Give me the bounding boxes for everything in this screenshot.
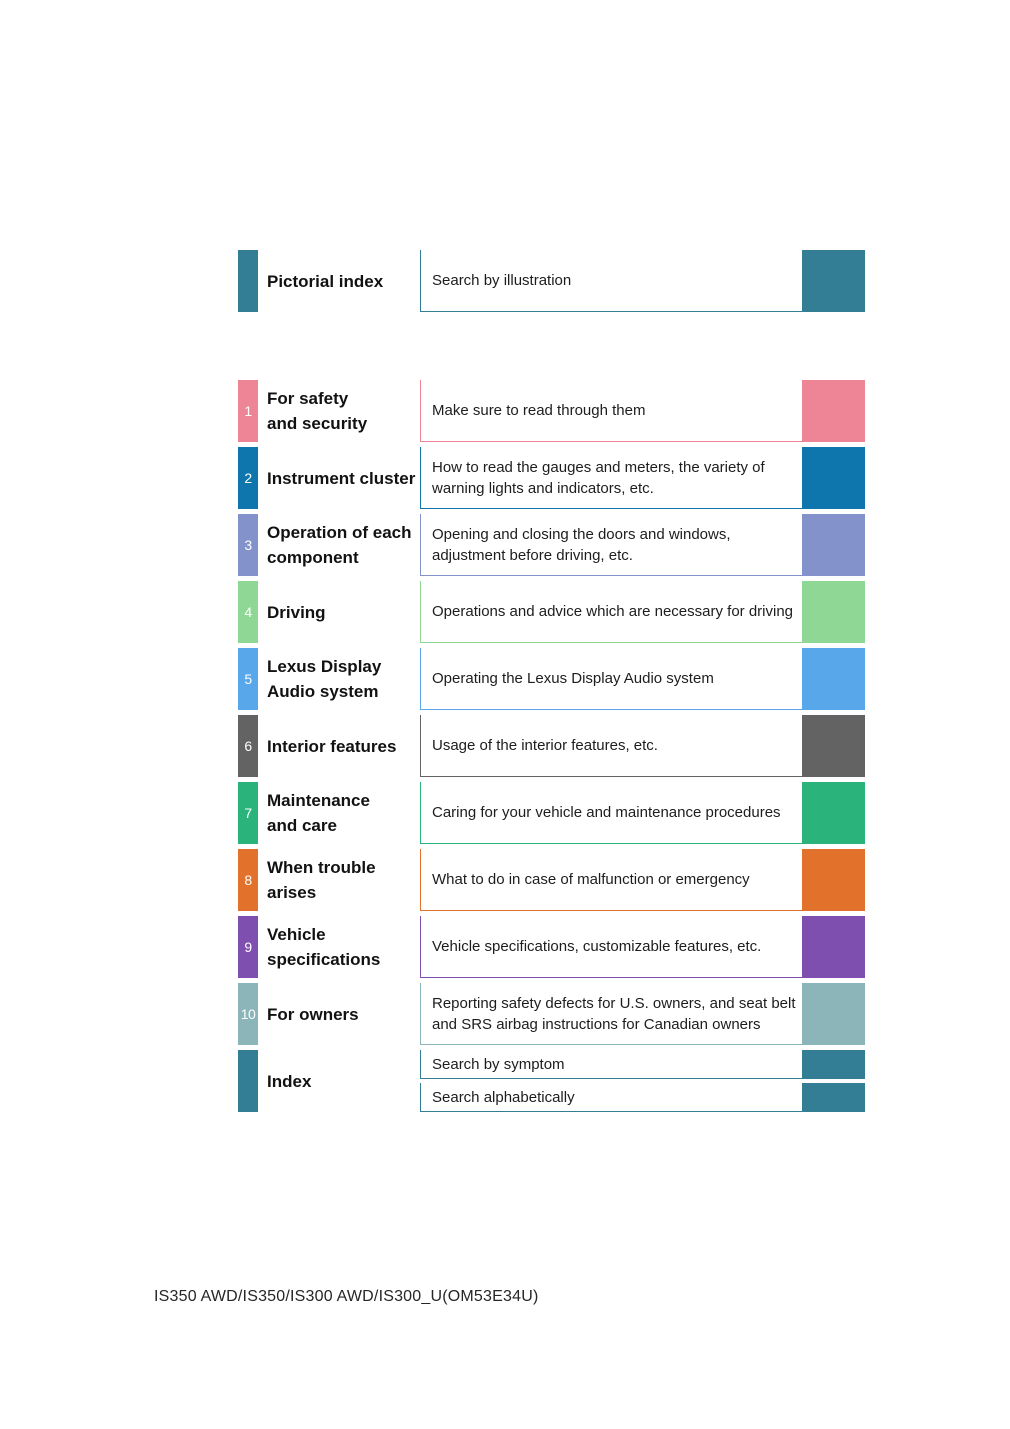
section-color-block: [802, 983, 865, 1045]
toc-row-2[interactable]: 2 Instrument cluster How to read the gau…: [238, 447, 867, 509]
section-description: What to do in case of malfunction or eme…: [420, 849, 802, 911]
toc-row-7[interactable]: 7 Maintenance and care Caring for your v…: [238, 782, 867, 844]
section-number-badge: 7: [238, 782, 258, 844]
toc-row-index: Index Search by symptom Search alphabeti…: [238, 1050, 867, 1112]
section-title: Vehicle specifications: [267, 925, 381, 969]
section-title: Driving: [267, 602, 326, 622]
section-color-block: [802, 849, 865, 911]
section-color-block: [802, 380, 865, 442]
toc-row-3[interactable]: 3 Operation of each component Opening an…: [238, 514, 867, 576]
section-color-block: [802, 715, 865, 777]
section-description: Search alphabetically: [420, 1083, 802, 1112]
section-color-block: [802, 1050, 865, 1079]
section-description: Make sure to read through them: [420, 380, 802, 442]
section-color-block: [802, 782, 865, 844]
section-color-block: [802, 1083, 865, 1112]
section-description: Caring for your vehicle and maintenance …: [420, 782, 802, 844]
section-number-badge: 4: [238, 581, 258, 643]
section-description: Operating the Lexus Display Audio system: [420, 648, 802, 710]
section-title: For safety and security: [267, 389, 368, 433]
section-color-block: [802, 514, 865, 576]
section-title: Interior features: [267, 736, 397, 756]
section-number-badge: 10: [238, 983, 258, 1045]
section-color-bar: [238, 1050, 258, 1112]
section-color-block: [802, 250, 865, 312]
section-title: Lexus Display Audio system: [267, 657, 382, 701]
section-description: Search by illustration: [420, 250, 802, 312]
section-number-badge: 3: [238, 514, 258, 576]
toc-row-1[interactable]: 1 For safety and security Make sure to r…: [238, 380, 867, 442]
toc-row-10[interactable]: 10 For owners Reporting safety defects f…: [238, 983, 867, 1045]
index-entry-alphabetical[interactable]: Search alphabetically: [420, 1083, 865, 1112]
model-code-footer: IS350 AWD/IS350/IS300 AWD/IS300_U(OM53E3…: [154, 1288, 539, 1305]
section-color-bar: [238, 250, 258, 312]
section-title: Instrument cluster: [267, 468, 416, 488]
section-number-badge: 2: [238, 447, 258, 509]
section-color-block: [802, 581, 865, 643]
section-number-badge: 5: [238, 648, 258, 710]
section-description: How to read the gauges and meters, the v…: [420, 447, 802, 509]
section-number-badge: 8: [238, 849, 258, 911]
index-entries: Search by symptom Search alphabetically: [420, 1050, 865, 1112]
section-title: When trouble arises: [267, 858, 376, 902]
section-title: For owners: [267, 1004, 359, 1024]
section-description: Vehicle specifications, customizable fea…: [420, 916, 802, 978]
table-of-contents: Pictorial index Search by illustration 1…: [238, 250, 867, 1117]
section-description: Reporting safety defects for U.S. owners…: [420, 983, 802, 1045]
section-color-block: [802, 648, 865, 710]
section-number-badge: 9: [238, 916, 258, 978]
section-number-badge: 6: [238, 715, 258, 777]
toc-row-4[interactable]: 4 Driving Operations and advice which ar…: [238, 581, 867, 643]
toc-row-8[interactable]: 8 When trouble arises What to do in case…: [238, 849, 867, 911]
section-description: Usage of the interior features, etc.: [420, 715, 802, 777]
section-title: Pictorial index: [267, 271, 384, 291]
toc-row-5[interactable]: 5 Lexus Display Audio system Operating t…: [238, 648, 867, 710]
section-color-block: [802, 916, 865, 978]
toc-row-6[interactable]: 6 Interior features Usage of the interio…: [238, 715, 867, 777]
toc-row-9[interactable]: 9 Vehicle specifications Vehicle specifi…: [238, 916, 867, 978]
toc-row-pictorial-index[interactable]: Pictorial index Search by illustration: [238, 250, 867, 312]
index-entry-symptom[interactable]: Search by symptom: [420, 1050, 865, 1079]
section-color-block: [802, 447, 865, 509]
section-number-badge: 1: [238, 380, 258, 442]
section-title: Operation of each component: [267, 523, 412, 567]
section-title: Maintenance and care: [267, 791, 370, 835]
section-description: Operations and advice which are necessar…: [420, 581, 802, 643]
section-title: Index: [267, 1071, 312, 1091]
section-description: Search by symptom: [420, 1050, 802, 1079]
section-description: Opening and closing the doors and window…: [420, 514, 802, 576]
